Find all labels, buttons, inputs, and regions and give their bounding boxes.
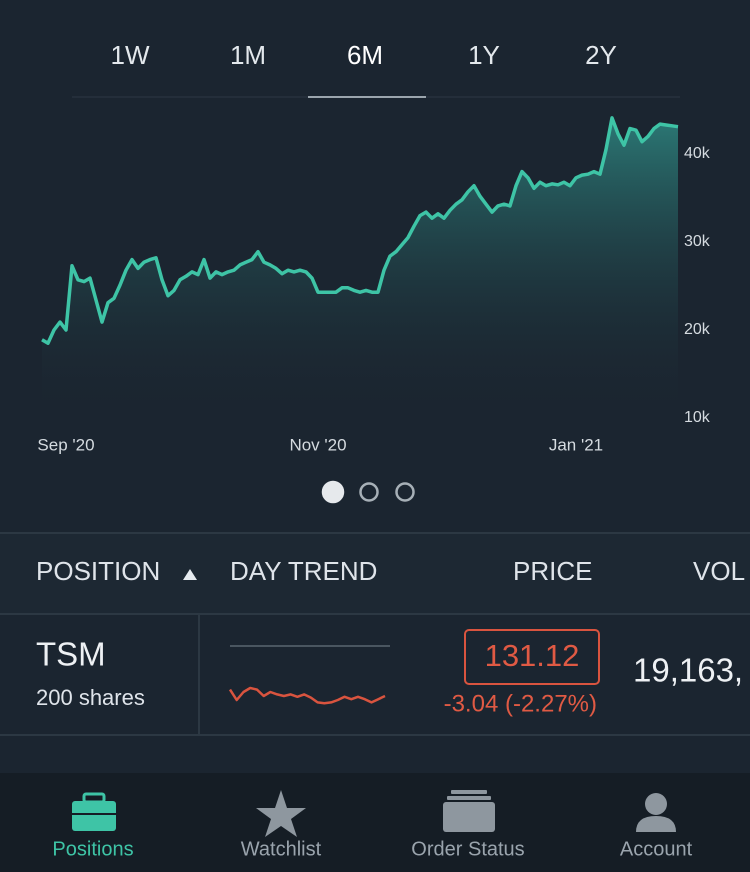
- shares: 200 shares: [36, 685, 145, 710]
- nav-bar: [0, 773, 750, 872]
- column-header[interactable]: VOL: [693, 556, 745, 586]
- range-tab[interactable]: 1W: [111, 40, 150, 70]
- volume: 19,163,: [633, 652, 743, 689]
- x-tick-label: Sep '20: [37, 435, 94, 454]
- area-fill: [42, 117, 678, 419]
- page-dot[interactable]: [321, 480, 345, 504]
- column-header[interactable]: PRICE: [513, 556, 592, 586]
- positions-icon: [72, 792, 116, 831]
- y-tick-label: 10k: [684, 409, 711, 426]
- price-line: [41, 116, 679, 345]
- x-tick-label: Nov '20: [289, 435, 346, 454]
- y-tick-label: 30k: [684, 233, 711, 250]
- order-status-icon: [443, 790, 495, 832]
- range-tab[interactable]: 1Y: [468, 40, 500, 70]
- symbol[interactable]: TSM: [36, 636, 106, 673]
- y-tick-label: 20k: [684, 321, 711, 338]
- range-tab[interactable]: 6M: [347, 40, 383, 70]
- page-dot[interactable]: [395, 482, 415, 502]
- price: 131.12: [485, 638, 580, 673]
- nav-label[interactable]: Watchlist: [241, 838, 322, 860]
- day-trend-line: [228, 686, 386, 705]
- watchlist-icon: [256, 790, 306, 837]
- page-dot[interactable]: [359, 482, 379, 502]
- range-tab[interactable]: 2Y: [585, 40, 617, 70]
- price-box: [464, 629, 600, 685]
- nav-label[interactable]: Order Status: [411, 838, 524, 860]
- nav-label[interactable]: Account: [620, 838, 693, 860]
- account-icon: [636, 793, 676, 832]
- nav-label[interactable]: Positions: [52, 838, 133, 860]
- sort-arrow[interactable]: [183, 569, 197, 580]
- table-header-bg: [0, 534, 750, 614]
- change: -3.04 (-2.27%): [444, 690, 597, 717]
- range-tab[interactable]: 1M: [230, 40, 266, 70]
- column-header[interactable]: POSITION: [36, 556, 160, 586]
- x-tick-label: Jan '21: [549, 435, 603, 454]
- y-tick-label: 40k: [684, 145, 711, 162]
- column-header[interactable]: DAY TREND: [230, 556, 377, 586]
